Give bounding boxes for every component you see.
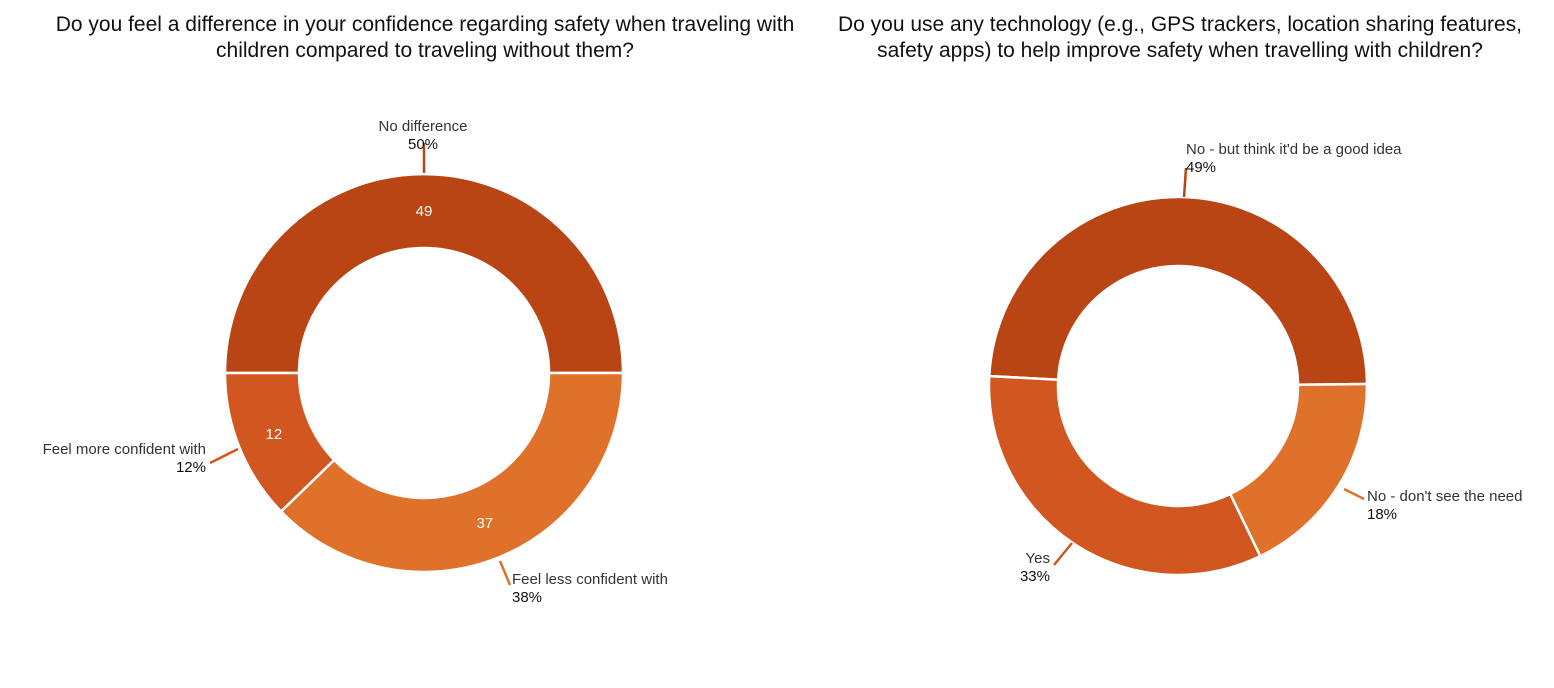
slice-percent-feel-less-confident-with: 38% (512, 589, 542, 606)
chart-1-title: Do you feel a difference in your confide… (55, 13, 795, 62)
slice-percent-no-don-t-see-the-need: 18% (1367, 506, 1397, 523)
slice-percent-yes: 33% (1020, 568, 1050, 585)
slice-no-difference[interactable] (223, 172, 625, 375)
slice-no-don-t-see-the-need[interactable] (1228, 382, 1369, 558)
chart-2-title: Do you use any technology (e.g., GPS tra… (837, 13, 1523, 62)
slice-yes[interactable] (987, 374, 1262, 577)
slice-value-feel-more-confident-with: 12 (265, 426, 282, 443)
slice-label-feel-more-confident-with: Feel more confident with (43, 441, 206, 458)
slice-label-no-difference: No difference (379, 118, 468, 135)
slice-percent-feel-more-confident-with: 12% (176, 459, 206, 476)
slice-feel-less-confident-with[interactable] (279, 371, 625, 574)
leader-line-no-don-t-see-the-need (1343, 487, 1365, 501)
slice-feel-more-confident-with[interactable] (223, 371, 336, 514)
slice-percent-no-difference: 50% (408, 136, 438, 153)
slice-value-feel-less-confident-with: 37 (476, 515, 493, 532)
slice-no-but-think-it-d-be-a-good-idea[interactable] (987, 195, 1369, 387)
leader-line-no-but-think-it-d-be-a-good-idea (1182, 167, 1188, 198)
leader-line-yes (1053, 542, 1073, 566)
leader-line-feel-less-confident-with (498, 560, 512, 586)
slice-label-no-but-think-it-d-be-a-good-idea: No - but think it'd be a good idea (1186, 141, 1402, 158)
leader-line-feel-more-confident-with (209, 447, 239, 465)
slice-label-yes: Yes (1026, 550, 1050, 567)
slice-percent-no-but-think-it-d-be-a-good-idea: 49% (1186, 159, 1216, 176)
slice-value-no-difference: 49 (416, 203, 433, 220)
slice-label-no-don-t-see-the-need: No - don't see the need (1367, 488, 1522, 505)
slice-label-feel-less-confident-with: Feel less confident with (512, 571, 668, 588)
